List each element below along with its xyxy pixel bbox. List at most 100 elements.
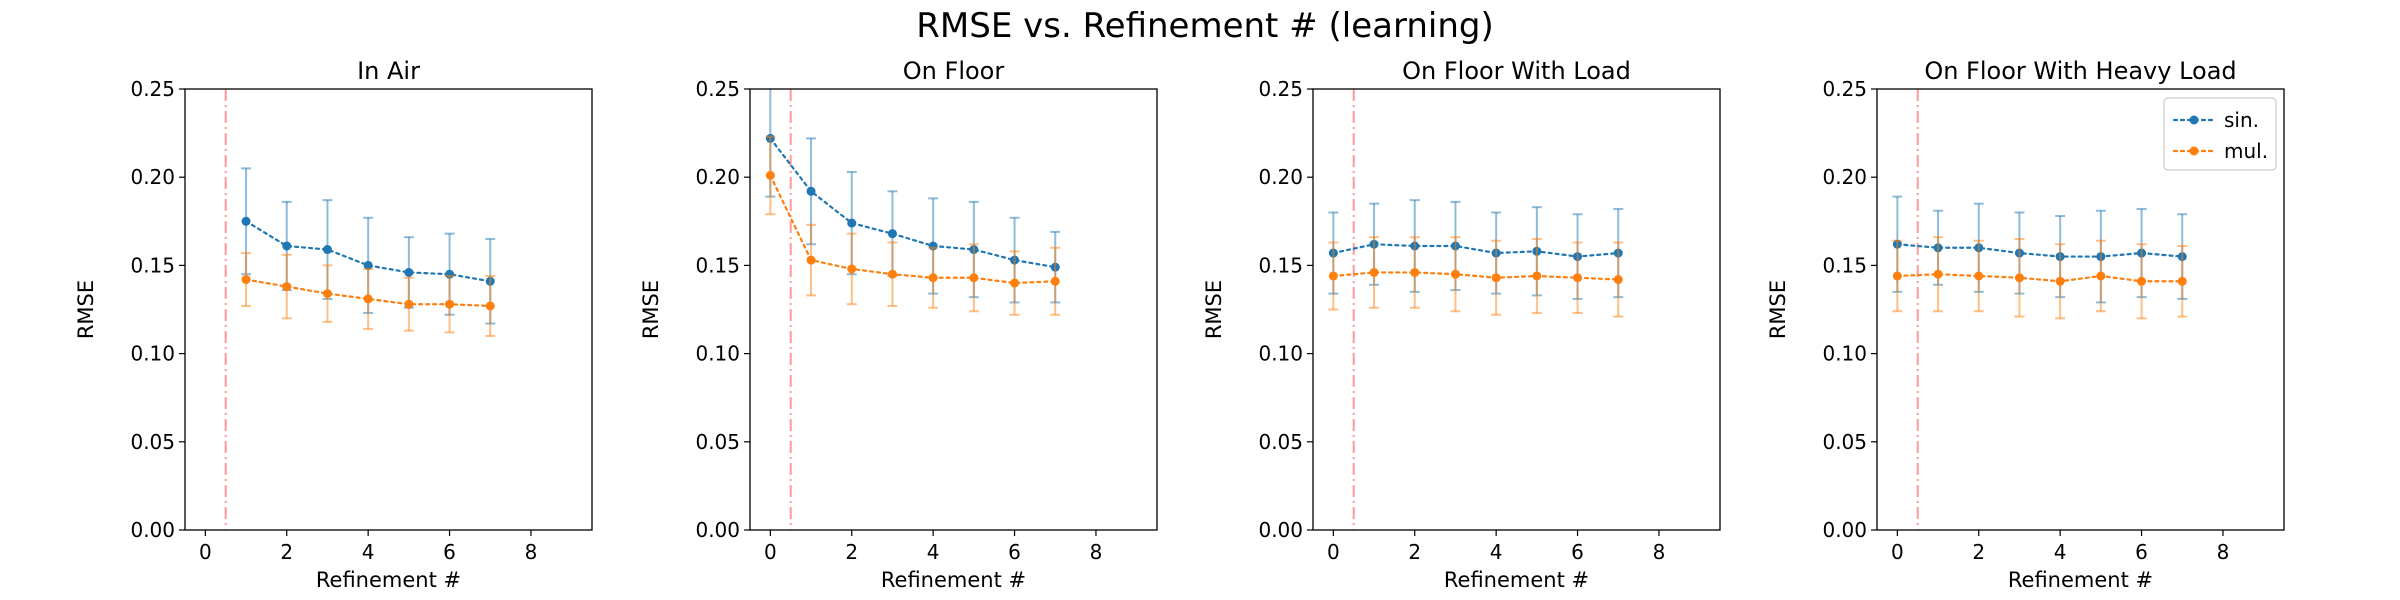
x-tick-label: 4: [2054, 540, 2067, 564]
y-tick-label: 0.15: [130, 253, 175, 277]
y-axis-label: RMSE: [74, 280, 98, 339]
legend: sin. mul.: [2163, 97, 2277, 171]
plot-area: [1892, 89, 2188, 530]
data-point: [1328, 271, 1338, 281]
data-point: [404, 299, 414, 309]
data-point: [2055, 276, 2065, 286]
x-tick-label: 6: [1008, 540, 1021, 564]
series-line-mul: [1332, 271, 1620, 281]
legend-marker: [2189, 146, 2199, 156]
data-point: [322, 289, 332, 299]
data-point: [887, 269, 897, 279]
data-point: [1050, 276, 1060, 286]
data-point: [1892, 271, 1902, 281]
x-tick-label: 6: [2135, 540, 2148, 564]
y-tick-label: 0.20: [1822, 165, 1867, 189]
axes-frame: [1876, 88, 2285, 531]
y-tick-label: 0.05: [130, 430, 175, 454]
legend-marker: [2189, 115, 2199, 125]
x-tick-label: 6: [443, 540, 456, 564]
x-tick-label: 0: [1891, 540, 1904, 564]
panels: In Air 0.00 0.05 0.10 0.15 0.20 0.25 0 2 4 6 8 Refin…: [74, 57, 2285, 592]
axes-frame: [749, 88, 1158, 531]
y-tick-label: 0.10: [1258, 342, 1303, 366]
x-tick-label: 2: [280, 540, 293, 564]
data-point: [928, 273, 938, 283]
y-axis-label: RMSE: [1202, 280, 1226, 339]
data-point: [1010, 278, 1020, 288]
data-point: [404, 267, 414, 277]
data-point: [363, 294, 373, 304]
data-point: [1491, 273, 1501, 283]
x-tick-label: 8: [2217, 540, 2230, 564]
y-tick-label: 0.00: [695, 518, 740, 542]
series-line-mul: [1896, 273, 2184, 283]
figure-title: RMSE vs. Refinement # (learning): [916, 6, 1493, 46]
y-tick-label: 0.10: [130, 342, 175, 366]
y-tick-label: 0.00: [1258, 518, 1303, 542]
data-point: [1573, 273, 1583, 283]
data-point: [806, 186, 816, 196]
data-point: [241, 216, 251, 226]
data-point: [363, 260, 373, 270]
data-point: [1369, 267, 1379, 277]
y-tick-label: 0.25: [1258, 77, 1303, 101]
data-point: [1532, 271, 1542, 281]
y-axis-label: RMSE: [1766, 280, 1790, 339]
x-tick-label: 2: [845, 540, 858, 564]
data-point: [2014, 273, 2024, 283]
x-tick-label: 0: [1327, 540, 1340, 564]
x-tick-label: 0: [764, 540, 777, 564]
y-axis-label: RMSE: [639, 280, 663, 339]
data-point: [1613, 275, 1623, 285]
x-tick-label: 8: [525, 540, 538, 564]
x-axis-label: Refinement #: [2008, 568, 2153, 592]
series-line-sin: [1896, 243, 2184, 258]
x-tick-label: 8: [1653, 540, 1666, 564]
x-tick-label: 4: [1490, 540, 1503, 564]
y-tick-label: 0.05: [695, 430, 740, 454]
data-point: [241, 275, 251, 285]
legend-label: mul.: [2224, 139, 2268, 163]
data-point: [445, 299, 455, 309]
data-point: [847, 264, 857, 274]
plot-area: [765, 89, 1061, 530]
data-point: [485, 301, 495, 311]
data-point: [765, 170, 775, 180]
panel-2: On Floor With Load 0.00 0.05 0.10 0.15 0.20 0.…: [1202, 57, 1721, 592]
y-tick-label: 0.25: [695, 77, 740, 101]
x-tick-label: 2: [1972, 540, 1985, 564]
panel-1: On Floor 0.00 0.05 0.10 0.15 0.20 0.25 0 2 4 6 8 Ref…: [639, 57, 1158, 592]
data-point: [282, 282, 292, 292]
panel-title: In Air: [357, 57, 420, 85]
y-tick-label: 0.05: [1822, 430, 1867, 454]
y-tick-label: 0.00: [1822, 518, 1867, 542]
data-point: [282, 241, 292, 251]
panel-title: On Floor With Load: [1402, 57, 1631, 85]
y-tick-label: 0.10: [695, 342, 740, 366]
x-tick-label: 6: [1571, 540, 1584, 564]
y-tick-label: 0.05: [1258, 430, 1303, 454]
y-tick-label: 0.15: [1822, 253, 1867, 277]
panel-title: On Floor With Heavy Load: [1924, 57, 2236, 85]
y-tick-label: 0.25: [1822, 77, 1867, 101]
x-tick-label: 4: [927, 540, 940, 564]
data-point: [1974, 271, 1984, 281]
y-tick-label: 0.10: [1822, 342, 1867, 366]
y-tick-label: 0.25: [130, 77, 175, 101]
series-line-mul: [769, 174, 1057, 285]
x-tick-label: 0: [199, 540, 212, 564]
data-point: [1450, 269, 1460, 279]
panel-0: In Air 0.00 0.05 0.10 0.15 0.20 0.25 0 2 4 6 8 Refin…: [74, 57, 593, 592]
y-tick-label: 0.00: [130, 518, 175, 542]
y-tick-label: 0.20: [695, 165, 740, 189]
panel-3: On Floor With Heavy Load 0.00 0.05 0.10 0.15…: [1766, 57, 2285, 592]
data-point: [806, 255, 816, 265]
data-point: [847, 218, 857, 228]
x-axis-label: Refinement #: [316, 568, 461, 592]
x-tick-label: 4: [362, 540, 375, 564]
data-point: [2137, 276, 2147, 286]
x-tick-label: 8: [1090, 540, 1103, 564]
y-tick-label: 0.20: [130, 165, 175, 189]
axes-frame: [1312, 88, 1721, 531]
